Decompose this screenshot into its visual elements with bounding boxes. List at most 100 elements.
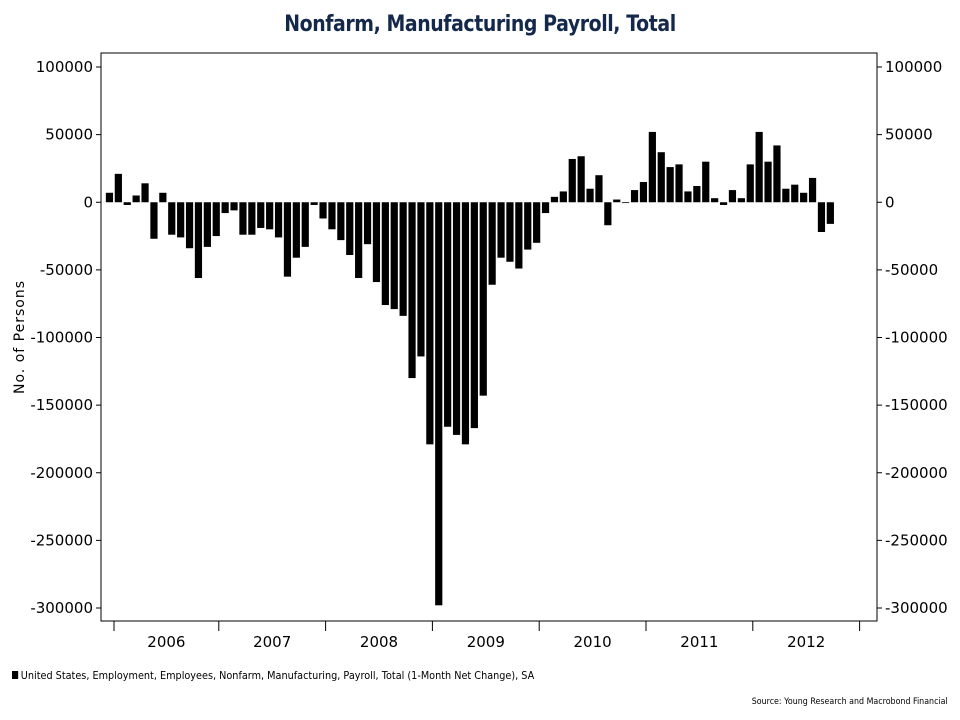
right-tick-label: -200000 bbox=[885, 464, 948, 482]
bar bbox=[773, 145, 781, 203]
bar bbox=[684, 191, 692, 203]
left-tick-label: 100000 bbox=[36, 58, 93, 76]
bar bbox=[533, 202, 541, 243]
bar bbox=[257, 202, 265, 228]
right-y-axis: 100000 50000 0 -50000 -100000 -150000 -200000 -… bbox=[877, 58, 948, 617]
bar bbox=[168, 202, 176, 235]
bar bbox=[488, 202, 496, 285]
bar bbox=[550, 196, 559, 203]
right-tick-label: -250000 bbox=[885, 531, 948, 549]
bar bbox=[568, 158, 576, 203]
year-label: 2006 bbox=[147, 633, 185, 651]
bar bbox=[613, 199, 621, 203]
bar bbox=[141, 183, 149, 203]
right-tick-label: -300000 bbox=[885, 599, 948, 617]
bar bbox=[461, 202, 470, 445]
bar bbox=[693, 186, 701, 203]
bar bbox=[639, 181, 648, 203]
left-tick-label: -150000 bbox=[30, 396, 93, 414]
right-tick-label: 50000 bbox=[885, 126, 933, 144]
bar bbox=[648, 131, 656, 203]
bar bbox=[185, 202, 194, 249]
left-tick-label: -300000 bbox=[30, 599, 93, 617]
left-tick-label: -200000 bbox=[30, 464, 93, 482]
bar bbox=[114, 173, 122, 203]
bar bbox=[355, 202, 363, 278]
bar bbox=[657, 152, 665, 203]
source-note: Source: Young Research and Macrobond Fin… bbox=[752, 697, 948, 707]
left-tick-label: -250000 bbox=[30, 531, 93, 549]
right-tick-label: -50000 bbox=[885, 261, 938, 279]
bar bbox=[506, 202, 514, 262]
left-y-axis: 100000 50000 0 -50000 -100000 -150000 -200000 -… bbox=[30, 58, 101, 617]
legend-swatch bbox=[12, 671, 19, 679]
bar bbox=[800, 192, 808, 203]
bar bbox=[328, 202, 336, 230]
bar bbox=[479, 202, 487, 396]
bar bbox=[808, 177, 817, 203]
bar bbox=[764, 161, 772, 203]
bar bbox=[177, 202, 185, 238]
bar bbox=[737, 198, 745, 203]
bar bbox=[426, 202, 434, 445]
bar bbox=[515, 202, 523, 269]
left-tick-label: -100000 bbox=[30, 329, 93, 347]
bar bbox=[559, 191, 567, 203]
bar bbox=[337, 202, 345, 241]
left-tick-label: 50000 bbox=[45, 126, 93, 144]
bar bbox=[408, 202, 416, 379]
bar bbox=[675, 164, 683, 203]
bar bbox=[524, 202, 532, 250]
bar bbox=[586, 188, 594, 203]
bar bbox=[266, 202, 274, 230]
bar bbox=[301, 202, 309, 247]
year-label: 2007 bbox=[253, 633, 291, 651]
bar bbox=[630, 190, 639, 203]
chart-title: Nonfarm, Manufacturing Payroll, Total bbox=[284, 12, 676, 37]
bar bbox=[310, 202, 318, 205]
bar bbox=[150, 202, 158, 239]
bar bbox=[319, 202, 327, 219]
bar bbox=[230, 202, 238, 211]
bar bbox=[399, 202, 407, 316]
bar bbox=[417, 202, 425, 357]
bar bbox=[497, 202, 505, 258]
bar bbox=[239, 202, 247, 235]
bar bbox=[826, 202, 834, 224]
bar bbox=[711, 198, 719, 203]
legend: United States, Employment, Employees, No… bbox=[12, 669, 534, 682]
bar bbox=[719, 202, 728, 205]
bar bbox=[622, 202, 630, 204]
bar bbox=[292, 202, 300, 258]
bar bbox=[435, 202, 443, 606]
right-tick-label: -100000 bbox=[885, 329, 948, 347]
left-tick-label: -50000 bbox=[40, 261, 93, 279]
bar bbox=[470, 202, 478, 429]
bar bbox=[390, 202, 398, 310]
bar bbox=[452, 202, 461, 435]
right-tick-label: 0 bbox=[885, 193, 895, 211]
bar bbox=[604, 202, 612, 226]
bar bbox=[274, 202, 283, 238]
bar bbox=[132, 195, 140, 203]
bar bbox=[159, 192, 167, 203]
bar bbox=[755, 131, 763, 203]
right-tick-label: 100000 bbox=[885, 58, 942, 76]
bar bbox=[203, 202, 211, 247]
bar bbox=[782, 188, 790, 203]
bar bbox=[444, 202, 452, 427]
left-tick-label: 0 bbox=[83, 193, 93, 211]
right-tick-label: -150000 bbox=[885, 396, 948, 414]
bar bbox=[372, 202, 381, 283]
year-label: 2008 bbox=[360, 633, 398, 651]
year-label: 2010 bbox=[574, 633, 612, 651]
bar bbox=[702, 161, 710, 203]
bar bbox=[363, 202, 372, 245]
bar bbox=[728, 190, 737, 203]
bar bbox=[746, 164, 754, 203]
year-label: 2012 bbox=[787, 633, 825, 651]
bar bbox=[123, 202, 131, 205]
bar bbox=[817, 202, 826, 232]
bar bbox=[577, 156, 585, 203]
